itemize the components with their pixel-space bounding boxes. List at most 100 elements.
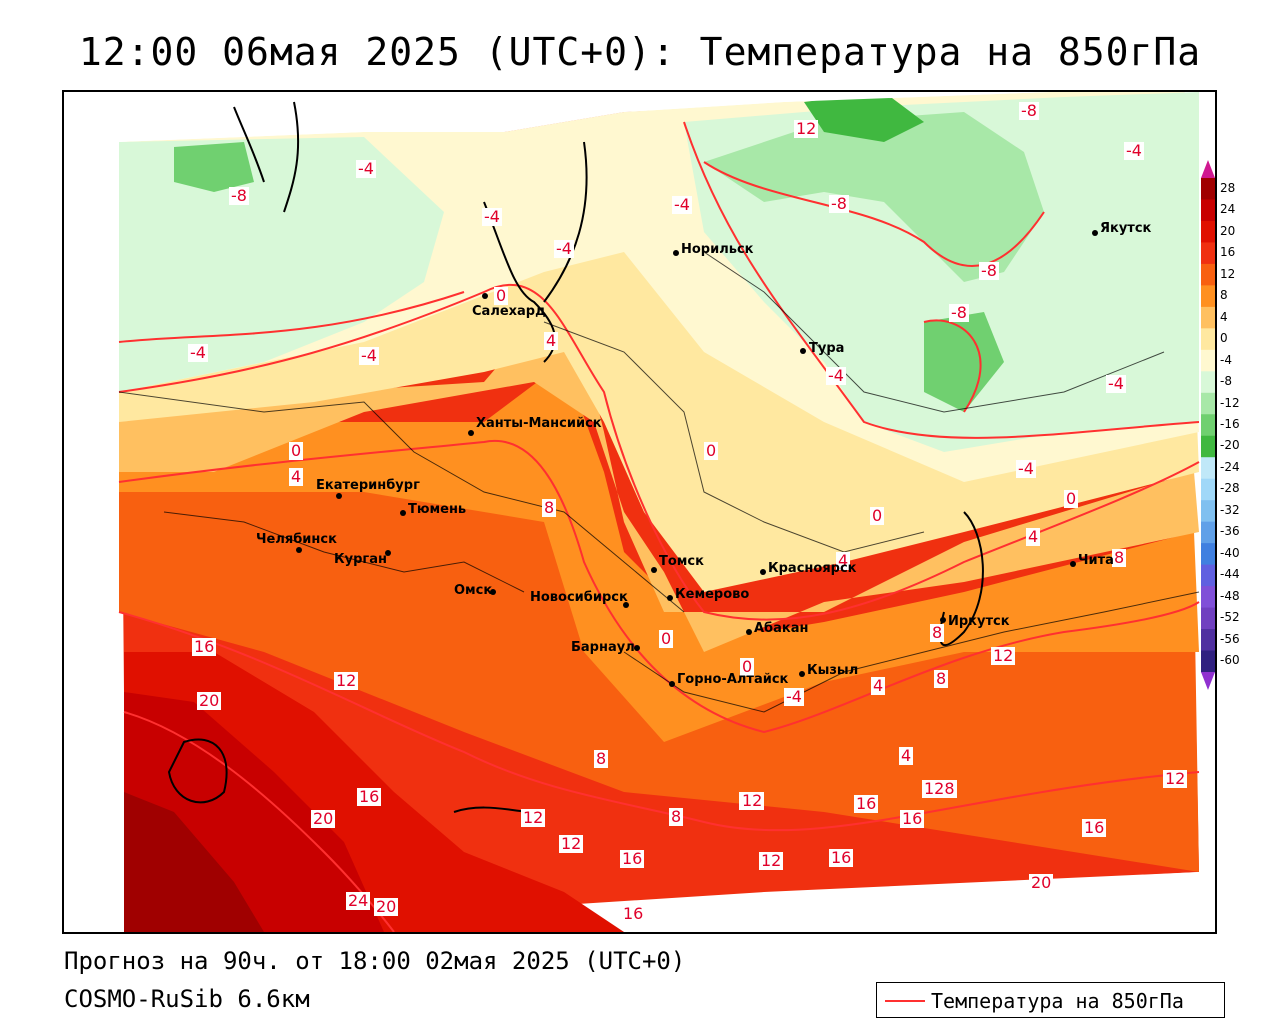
city-dot	[468, 430, 474, 436]
city-label: Кемерово	[675, 587, 750, 602]
contour-label: -4	[672, 195, 692, 214]
contour-label: 8	[1112, 548, 1127, 567]
colorbar-tick-label: -40	[1220, 545, 1240, 560]
city-label: Ханты-Мансийск	[476, 416, 602, 431]
city-label: Тюмень	[408, 502, 467, 517]
contour-label: 12	[991, 646, 1016, 665]
colorbar-tick-label: -20	[1220, 438, 1240, 453]
contour-label: 8	[594, 749, 609, 768]
colorbar-swatch	[1201, 242, 1215, 265]
contour-label: 12	[521, 808, 546, 827]
contour-label: -4	[1124, 141, 1144, 160]
legend-label: Температура на 850гПа	[931, 989, 1184, 1013]
city-label: Якутск	[1100, 221, 1152, 236]
city-label: Барнаул	[571, 640, 635, 655]
colorbar-bottom-arrow	[1201, 672, 1215, 690]
contour-label: -4	[554, 239, 574, 258]
colorbar-swatch	[1201, 414, 1215, 437]
contour-label: -4	[1016, 459, 1036, 478]
contour-label: 4	[899, 746, 914, 765]
city-dot	[669, 681, 675, 687]
contour-label: 0	[740, 657, 755, 676]
contour-label: 12	[740, 791, 765, 810]
contour-label: 4	[871, 676, 886, 695]
colorbar-swatch	[1201, 521, 1215, 544]
colorbar-swatch	[1201, 285, 1215, 308]
city-dot	[940, 617, 946, 623]
contour-label: 12	[794, 119, 819, 138]
contour-label: -8	[979, 261, 999, 280]
contour-label: -8	[1019, 101, 1039, 120]
contour-label: 16	[1082, 818, 1107, 837]
city-label: Абакан	[754, 621, 809, 636]
city-dot	[800, 348, 806, 354]
colorbar-tick-label: 8	[1220, 288, 1228, 303]
colorbar-tick-label: 24	[1220, 202, 1236, 217]
contour-label: -8	[229, 186, 249, 205]
contour-label: 20	[374, 897, 399, 916]
colorbar: 28 24 20 16 12 8 4 0 -4 -8 -12 -16 -20 -24 -28 -32 -36 -4…	[1198, 160, 1278, 690]
contour-label: 4	[289, 467, 304, 486]
city-label: Курган	[334, 552, 387, 567]
colorbar-swatch	[1201, 435, 1215, 458]
legend-line-swatch	[885, 1000, 925, 1002]
city-dot	[482, 293, 488, 299]
contour-label: 12	[759, 851, 784, 870]
city-dot	[651, 567, 657, 573]
legend: Температура на 850гПа	[876, 982, 1225, 1018]
contour-label: 20	[197, 691, 222, 710]
colorbar-swatch	[1201, 263, 1215, 286]
colorbar-tick-label: 16	[1220, 245, 1236, 260]
model-info: COSMO-RuSib 6.6км	[64, 985, 310, 1013]
city-label: Екатеринбург	[316, 478, 420, 493]
colorbar-tick-label: -12	[1220, 395, 1240, 410]
colorbar-tick-label: 0	[1220, 331, 1228, 346]
city-label: Чита	[1078, 553, 1114, 568]
contour-label: 20	[311, 809, 336, 828]
colorbar-swatch	[1201, 586, 1215, 609]
contour-label: 0	[1064, 489, 1079, 508]
contour-label: 16	[192, 637, 217, 656]
colorbar-top-arrow	[1201, 160, 1215, 178]
city-dot	[1092, 230, 1098, 236]
contour-label: -4	[826, 366, 846, 385]
colorbar-tick-label: -60	[1220, 653, 1240, 668]
colorbar-tick-label: -56	[1220, 631, 1240, 646]
colorbar-tick-label: -32	[1220, 502, 1240, 517]
city-label: Красноярск	[768, 561, 857, 576]
colorbar-swatch	[1201, 478, 1215, 501]
city-dot	[799, 671, 805, 677]
colorbar-swatch	[1201, 349, 1215, 372]
contour-label: 4	[544, 331, 559, 350]
contour-label: 0	[289, 441, 304, 460]
colorbar-swatch	[1201, 328, 1215, 351]
city-label: Омск	[454, 583, 493, 598]
colorbar-swatch	[1201, 306, 1215, 329]
contour-label: -4	[784, 687, 804, 706]
city-dot	[1070, 561, 1076, 567]
contour-label: -8	[829, 194, 849, 213]
contour-label: 4	[1026, 527, 1041, 546]
contour-label: 0	[659, 629, 674, 648]
city-label: Тура	[809, 341, 845, 356]
colorbar-swatch	[1201, 629, 1215, 652]
contour-label: 16	[621, 904, 646, 923]
colorbar-swatch	[1201, 392, 1215, 415]
contour-label: -4	[359, 346, 379, 365]
map-field	[64, 92, 1215, 932]
colorbar-swatch	[1201, 543, 1215, 566]
colorbar-tick-label: 28	[1220, 180, 1236, 195]
city-dot	[400, 510, 406, 516]
colorbar-tick-label: 12	[1220, 266, 1236, 281]
contour-label: 0	[870, 506, 885, 525]
colorbar-tick-label: 4	[1220, 309, 1228, 324]
contour-label: -4	[1106, 374, 1126, 393]
colorbar-swatch	[1201, 650, 1215, 673]
city-dot	[673, 250, 679, 256]
colorbar-tick-label: -52	[1220, 610, 1240, 625]
colorbar-tick-label: -48	[1220, 588, 1240, 603]
colorbar-tick-label: -4	[1220, 352, 1232, 367]
city-label: Норильск	[681, 242, 754, 257]
contour-label: 24	[346, 891, 371, 910]
contour-label: -4	[356, 159, 376, 178]
